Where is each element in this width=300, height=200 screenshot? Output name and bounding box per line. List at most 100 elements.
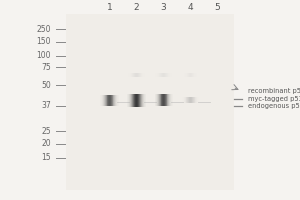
Bar: [192, 73, 193, 77]
Text: endogenous p53R2: 40.7 kd: endogenous p53R2: 40.7 kd: [248, 103, 300, 109]
Bar: [101, 95, 102, 106]
Bar: [165, 73, 166, 77]
Bar: [168, 73, 169, 77]
Bar: [112, 95, 113, 106]
Bar: [157, 94, 158, 106]
Bar: [136, 94, 137, 106]
Bar: [198, 97, 199, 103]
Bar: [196, 73, 197, 77]
Bar: [138, 73, 139, 77]
Text: 3: 3: [160, 2, 166, 11]
Bar: [155, 73, 156, 77]
Bar: [169, 94, 170, 106]
Bar: [141, 94, 142, 106]
Bar: [136, 73, 137, 77]
Bar: [140, 94, 141, 106]
Bar: [138, 94, 139, 106]
Bar: [129, 94, 130, 106]
Text: myc-tagged p53R2: 41.9 kd: myc-tagged p53R2: 41.9 kd: [248, 96, 300, 102]
Bar: [166, 73, 167, 77]
Bar: [110, 95, 111, 106]
Bar: [139, 94, 140, 106]
Bar: [117, 95, 118, 106]
Bar: [114, 95, 115, 106]
Bar: [135, 73, 136, 77]
Bar: [145, 94, 146, 106]
Bar: [193, 97, 194, 103]
Bar: [113, 95, 114, 106]
Bar: [133, 73, 134, 77]
Bar: [115, 95, 116, 106]
Bar: [192, 97, 193, 103]
Bar: [187, 73, 188, 77]
Bar: [162, 94, 163, 106]
Text: 15: 15: [41, 154, 51, 162]
Bar: [134, 73, 135, 77]
Bar: [196, 73, 197, 77]
Bar: [197, 97, 198, 103]
Text: 250: 250: [37, 24, 51, 33]
Bar: [142, 94, 143, 106]
Text: 2: 2: [134, 2, 139, 11]
Bar: [104, 95, 105, 106]
Bar: [129, 73, 130, 77]
Bar: [158, 94, 159, 106]
Bar: [133, 94, 134, 106]
Text: recombinant p53R2: 44.3 kd: recombinant p53R2: 44.3 kd: [248, 88, 300, 94]
Bar: [191, 97, 192, 103]
Bar: [188, 97, 189, 103]
Bar: [102, 95, 103, 106]
Bar: [157, 73, 158, 77]
Bar: [184, 73, 185, 77]
Bar: [132, 94, 133, 106]
Bar: [185, 73, 186, 77]
Bar: [195, 97, 196, 103]
Bar: [130, 94, 131, 106]
Bar: [196, 97, 197, 103]
Bar: [167, 73, 168, 77]
Bar: [134, 94, 135, 106]
Text: 20: 20: [41, 140, 51, 148]
Bar: [154, 94, 155, 106]
Bar: [128, 94, 129, 106]
Bar: [100, 95, 101, 106]
Bar: [167, 94, 168, 106]
Bar: [159, 94, 160, 106]
Bar: [182, 97, 183, 103]
Bar: [190, 97, 191, 103]
Bar: [165, 94, 166, 106]
Bar: [116, 95, 117, 106]
Bar: [160, 94, 161, 106]
Bar: [137, 73, 138, 77]
Bar: [132, 73, 133, 77]
Bar: [187, 97, 188, 103]
Bar: [168, 94, 169, 106]
Bar: [189, 97, 190, 103]
Bar: [144, 73, 145, 77]
Bar: [194, 73, 195, 77]
Bar: [155, 94, 156, 106]
Text: 25: 25: [41, 127, 51, 136]
Bar: [143, 73, 144, 77]
Bar: [191, 73, 192, 77]
Bar: [163, 73, 164, 77]
Bar: [196, 97, 197, 103]
Text: 50: 50: [41, 81, 51, 90]
Text: 100: 100: [37, 51, 51, 60]
Bar: [156, 73, 157, 77]
Bar: [106, 95, 107, 106]
Bar: [108, 95, 109, 106]
Bar: [183, 97, 184, 103]
Bar: [130, 73, 131, 77]
Bar: [142, 73, 143, 77]
Bar: [161, 73, 162, 77]
Bar: [170, 94, 171, 106]
Bar: [109, 95, 110, 106]
Bar: [184, 97, 185, 103]
Bar: [193, 73, 194, 77]
Bar: [195, 73, 196, 77]
Bar: [156, 94, 157, 106]
Bar: [143, 94, 144, 106]
Text: 75: 75: [41, 62, 51, 72]
Bar: [127, 94, 128, 106]
